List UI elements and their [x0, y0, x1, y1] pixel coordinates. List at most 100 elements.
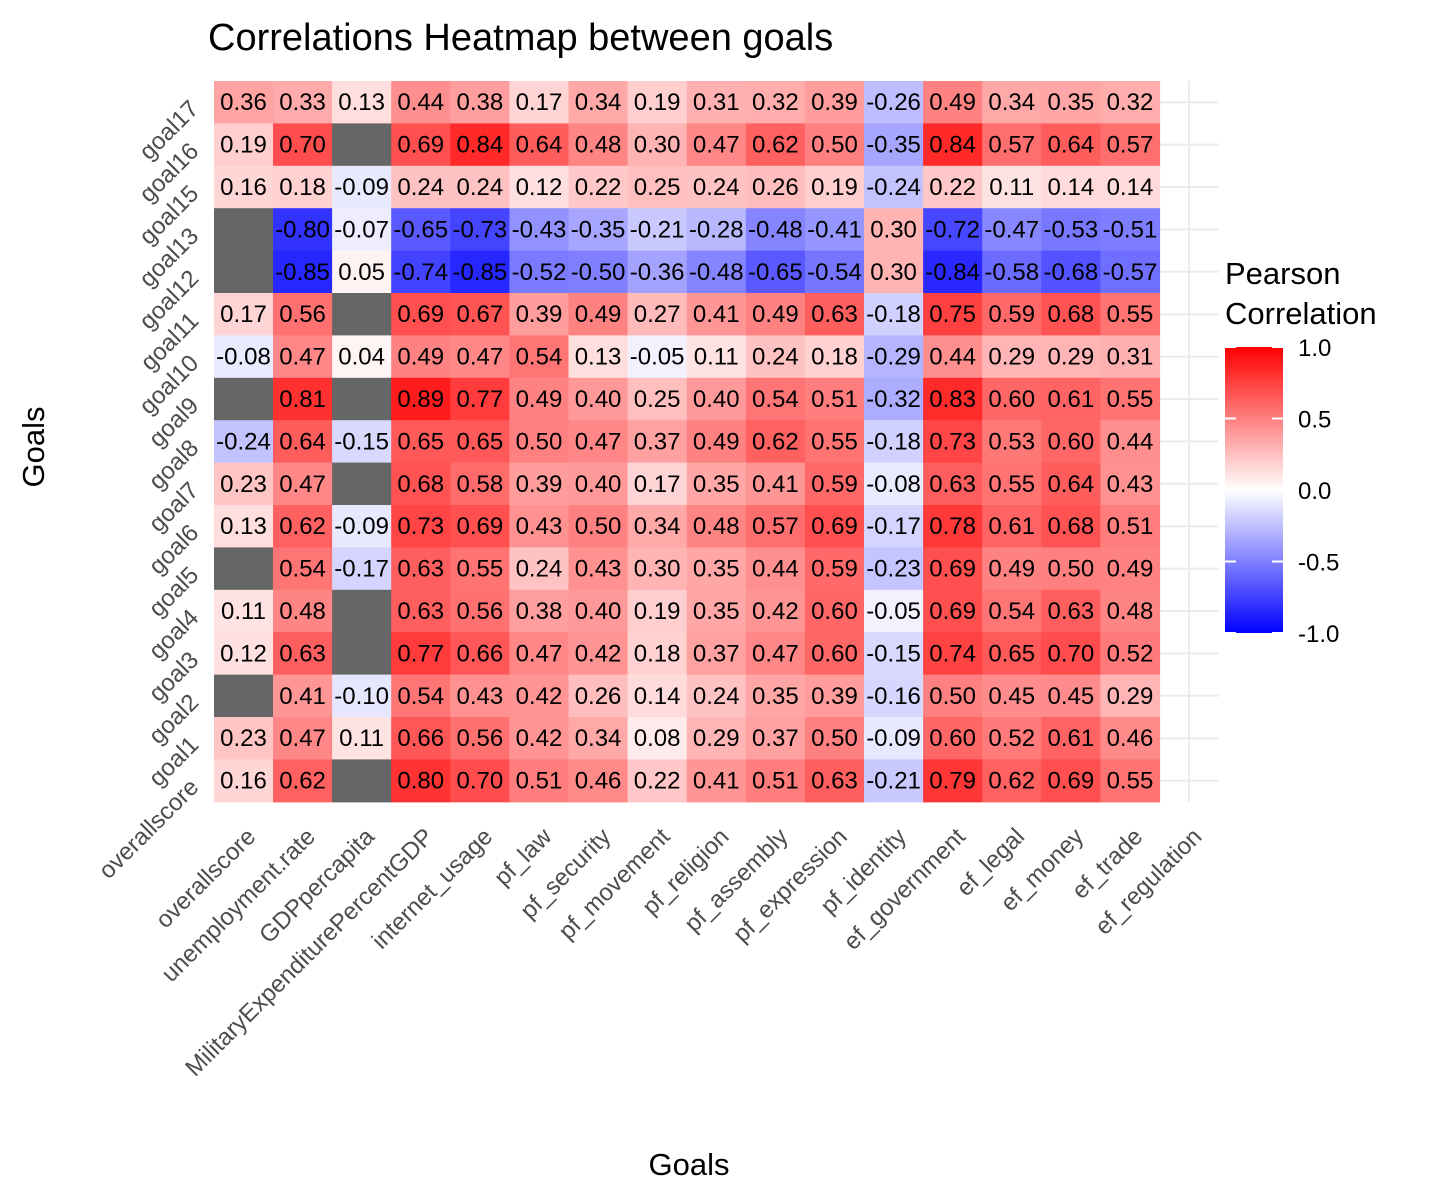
heatmap-cell [214, 420, 274, 464]
heatmap-cell [450, 165, 510, 209]
heatmap-cell [509, 589, 570, 633]
heatmap-cell [391, 717, 451, 760]
cell-value-label: 0.35 [752, 683, 799, 710]
heatmap-cell [214, 674, 274, 718]
cell-value-label: 0.80 [397, 768, 444, 795]
cell-value-label: 0.55 [1107, 386, 1154, 413]
cell-value-label: -0.21 [630, 216, 685, 243]
cell-value-label: 0.89 [397, 386, 444, 413]
cell-value-label: -0.35 [866, 132, 921, 159]
heatmap-cell [745, 547, 806, 591]
heatmap-cell [864, 81, 924, 124]
heatmap-cell [391, 632, 451, 676]
cell-value-label: 0.65 [456, 428, 503, 455]
heatmap-cell [273, 420, 333, 464]
heatmap-cell [1041, 165, 1101, 209]
cell-value-label: 0.22 [634, 768, 681, 795]
heatmap-cell [864, 293, 924, 336]
heatmap-cell [1100, 505, 1161, 548]
heatmap-cell [1041, 674, 1101, 718]
cell-value-label: 0.63 [1047, 598, 1094, 625]
heatmap-cell [1041, 589, 1101, 633]
cell-value-label: 0.55 [1107, 301, 1154, 328]
cell-value-label: -0.48 [689, 259, 744, 286]
cell-value-label: 0.30 [634, 556, 681, 583]
heatmap-cell [332, 293, 392, 336]
cell-value-label: 0.43 [1107, 471, 1154, 498]
heatmap-cell [273, 759, 333, 803]
cell-value-label: 0.64 [279, 428, 326, 455]
cell-value-label: 0.73 [929, 428, 976, 455]
heatmap-cell [1041, 632, 1101, 676]
heatmap-cell [864, 547, 924, 591]
heatmap-cell [568, 589, 629, 633]
cell-value-label: 0.49 [516, 386, 563, 413]
cell-value-label: 0.84 [456, 132, 503, 159]
heatmap-cell [273, 81, 333, 124]
heatmap-cell [686, 462, 747, 506]
legend-tick-label: 1.0 [1298, 335, 1331, 362]
cell-value-label: 0.51 [1107, 513, 1154, 540]
cell-value-label: 0.34 [988, 89, 1035, 116]
heatmap-cell [923, 632, 983, 676]
heatmap-cell [982, 674, 1042, 718]
cell-value-label: 0.63 [397, 556, 444, 583]
cell-value-label: 0.42 [516, 683, 563, 710]
cell-value-label: 0.27 [634, 301, 681, 328]
heatmap-cell [627, 81, 688, 124]
cell-value-label: 0.41 [279, 683, 326, 710]
heatmap-cell [509, 81, 570, 124]
cell-value-label: -0.15 [334, 428, 389, 455]
cell-value-label: 0.24 [456, 174, 503, 201]
cell-value-label: 0.70 [1047, 640, 1094, 667]
heatmap-cell [745, 208, 806, 252]
legend-title-line2: Correlation [1225, 296, 1377, 331]
cell-value-label: 0.12 [516, 174, 563, 201]
cell-value-label: -0.28 [689, 216, 744, 243]
heatmap-cell [864, 208, 924, 252]
heatmap-cell [745, 462, 806, 506]
cell-value-label: -0.23 [866, 556, 921, 583]
heatmap-cell [745, 335, 806, 379]
heatmap-cell [568, 462, 629, 506]
cell-value-label: 0.78 [929, 513, 976, 540]
cell-value-label: -0.17 [334, 556, 389, 583]
heatmap-cell [332, 420, 392, 464]
cell-value-label: 0.16 [220, 768, 267, 795]
heatmap-cell [273, 165, 333, 209]
cell-value-label: 0.60 [929, 725, 976, 752]
heatmap-cell [1100, 632, 1161, 676]
heatmap-cell [332, 462, 392, 506]
heatmap-cell [804, 335, 865, 379]
heatmap-cell [509, 632, 570, 676]
heatmap-cell [450, 208, 510, 252]
heatmap-cell [686, 420, 747, 464]
heatmap-cell [214, 759, 274, 803]
cell-value-label: 0.83 [929, 386, 976, 413]
cell-value-label: 0.19 [634, 598, 681, 625]
heatmap-cell [627, 165, 688, 209]
cell-value-label: 0.57 [988, 132, 1035, 159]
heatmap-cell [332, 377, 392, 421]
cell-value-label: 0.64 [1047, 132, 1094, 159]
cell-value-label: 0.40 [575, 471, 622, 498]
heatmap-cell-labels: 0.36 0.33 0.13 0.44 0.38 0.17 0.34 0.19 0.31 0.32… [216, 89, 1157, 794]
cell-value-label: 0.56 [279, 301, 326, 328]
cell-value-label: 0.11 [339, 725, 384, 752]
heatmap-cell [804, 208, 865, 252]
heatmap-cell [864, 674, 924, 718]
cell-value-label: 0.18 [279, 174, 326, 201]
cell-value-label: 0.63 [929, 471, 976, 498]
heatmap-cell [982, 81, 1042, 124]
cell-value-label: 0.34 [634, 513, 681, 540]
cell-value-label: -0.15 [866, 640, 921, 667]
heatmap-cell [686, 293, 747, 336]
cell-value-label: 0.51 [516, 768, 563, 795]
heatmap-cell [391, 165, 451, 209]
heatmap-cell [568, 123, 629, 167]
heatmap-cell [273, 250, 333, 294]
cell-value-label: 0.29 [1107, 683, 1154, 710]
heatmap-cell [273, 632, 333, 676]
heatmap-cell [1041, 462, 1101, 506]
